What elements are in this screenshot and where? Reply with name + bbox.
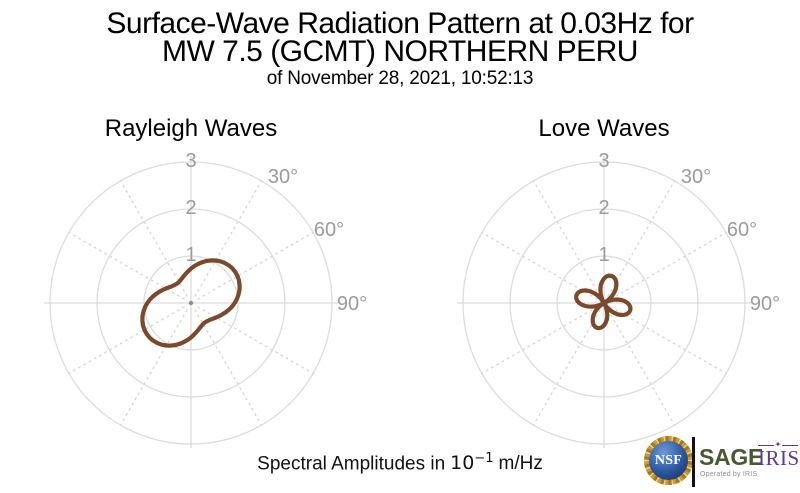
iris-compass-icon: ✦ bbox=[758, 440, 799, 449]
svg-text:90°: 90° bbox=[750, 293, 780, 315]
love-polar-chart: 1 2 3 30° 60° 90° bbox=[457, 150, 780, 448]
svg-text:90°: 90° bbox=[337, 293, 367, 315]
sage-operated-by-text: Operated by IRIS bbox=[700, 471, 758, 478]
main-title-line-1: Surface-Wave Radiation Pattern at 0.03Hz… bbox=[106, 7, 694, 40]
svg-text:2: 2 bbox=[185, 197, 196, 219]
svg-text:1: 1 bbox=[598, 244, 609, 266]
svg-text:2: 2 bbox=[598, 197, 609, 219]
love-plot-title: Love Waves bbox=[538, 115, 670, 142]
svg-text:30°: 30° bbox=[268, 166, 298, 188]
rayleigh-plot-title: Rayleigh Waves bbox=[104, 115, 278, 142]
footer-caption: Spectral Amplitudes in 10−1 m/Hz bbox=[0, 451, 800, 475]
figure-header: Surface-Wave Radiation Pattern at 0.03Hz… bbox=[0, 7, 800, 89]
footer-caption-units: m/Hz bbox=[498, 453, 543, 475]
svg-text:60°: 60° bbox=[727, 219, 757, 241]
nsf-logo-text: NSF bbox=[654, 452, 683, 468]
nsf-globe-icon: NSF bbox=[649, 441, 688, 480]
iris-compass-star-icon: ✦ bbox=[774, 440, 782, 449]
iris-compass-line-right bbox=[782, 444, 799, 446]
main-title-line-2: MW 7.5 (GCMT) NORTHERN PERU bbox=[162, 35, 638, 68]
nsf-logo: NSF bbox=[644, 436, 693, 485]
rayleigh-polar-chart: 1 2 3 30° 60° 90° bbox=[44, 150, 367, 448]
sage-logo-text: SAGE bbox=[699, 444, 763, 470]
svg-text:3: 3 bbox=[598, 150, 609, 172]
event-date-subtitle: of November 28, 2021, 10:52:13 bbox=[266, 68, 534, 89]
svg-text:60°: 60° bbox=[314, 219, 344, 241]
footer-caption-exponent: −1 bbox=[474, 451, 494, 466]
iris-compass-line-left bbox=[758, 444, 774, 446]
iris-logo-text: IRIS bbox=[758, 446, 800, 470]
footer-caption-base: 10 bbox=[450, 452, 475, 475]
svg-text:1: 1 bbox=[185, 244, 196, 266]
svg-text:30°: 30° bbox=[681, 166, 711, 188]
footer-caption-prefix: Spectral Amplitudes in bbox=[257, 453, 446, 475]
branding-cluster: NSF SAGE Operated by IRIS ✦ IRIS bbox=[644, 434, 800, 490]
svg-text:3: 3 bbox=[185, 150, 196, 172]
logo-divider bbox=[692, 437, 695, 487]
